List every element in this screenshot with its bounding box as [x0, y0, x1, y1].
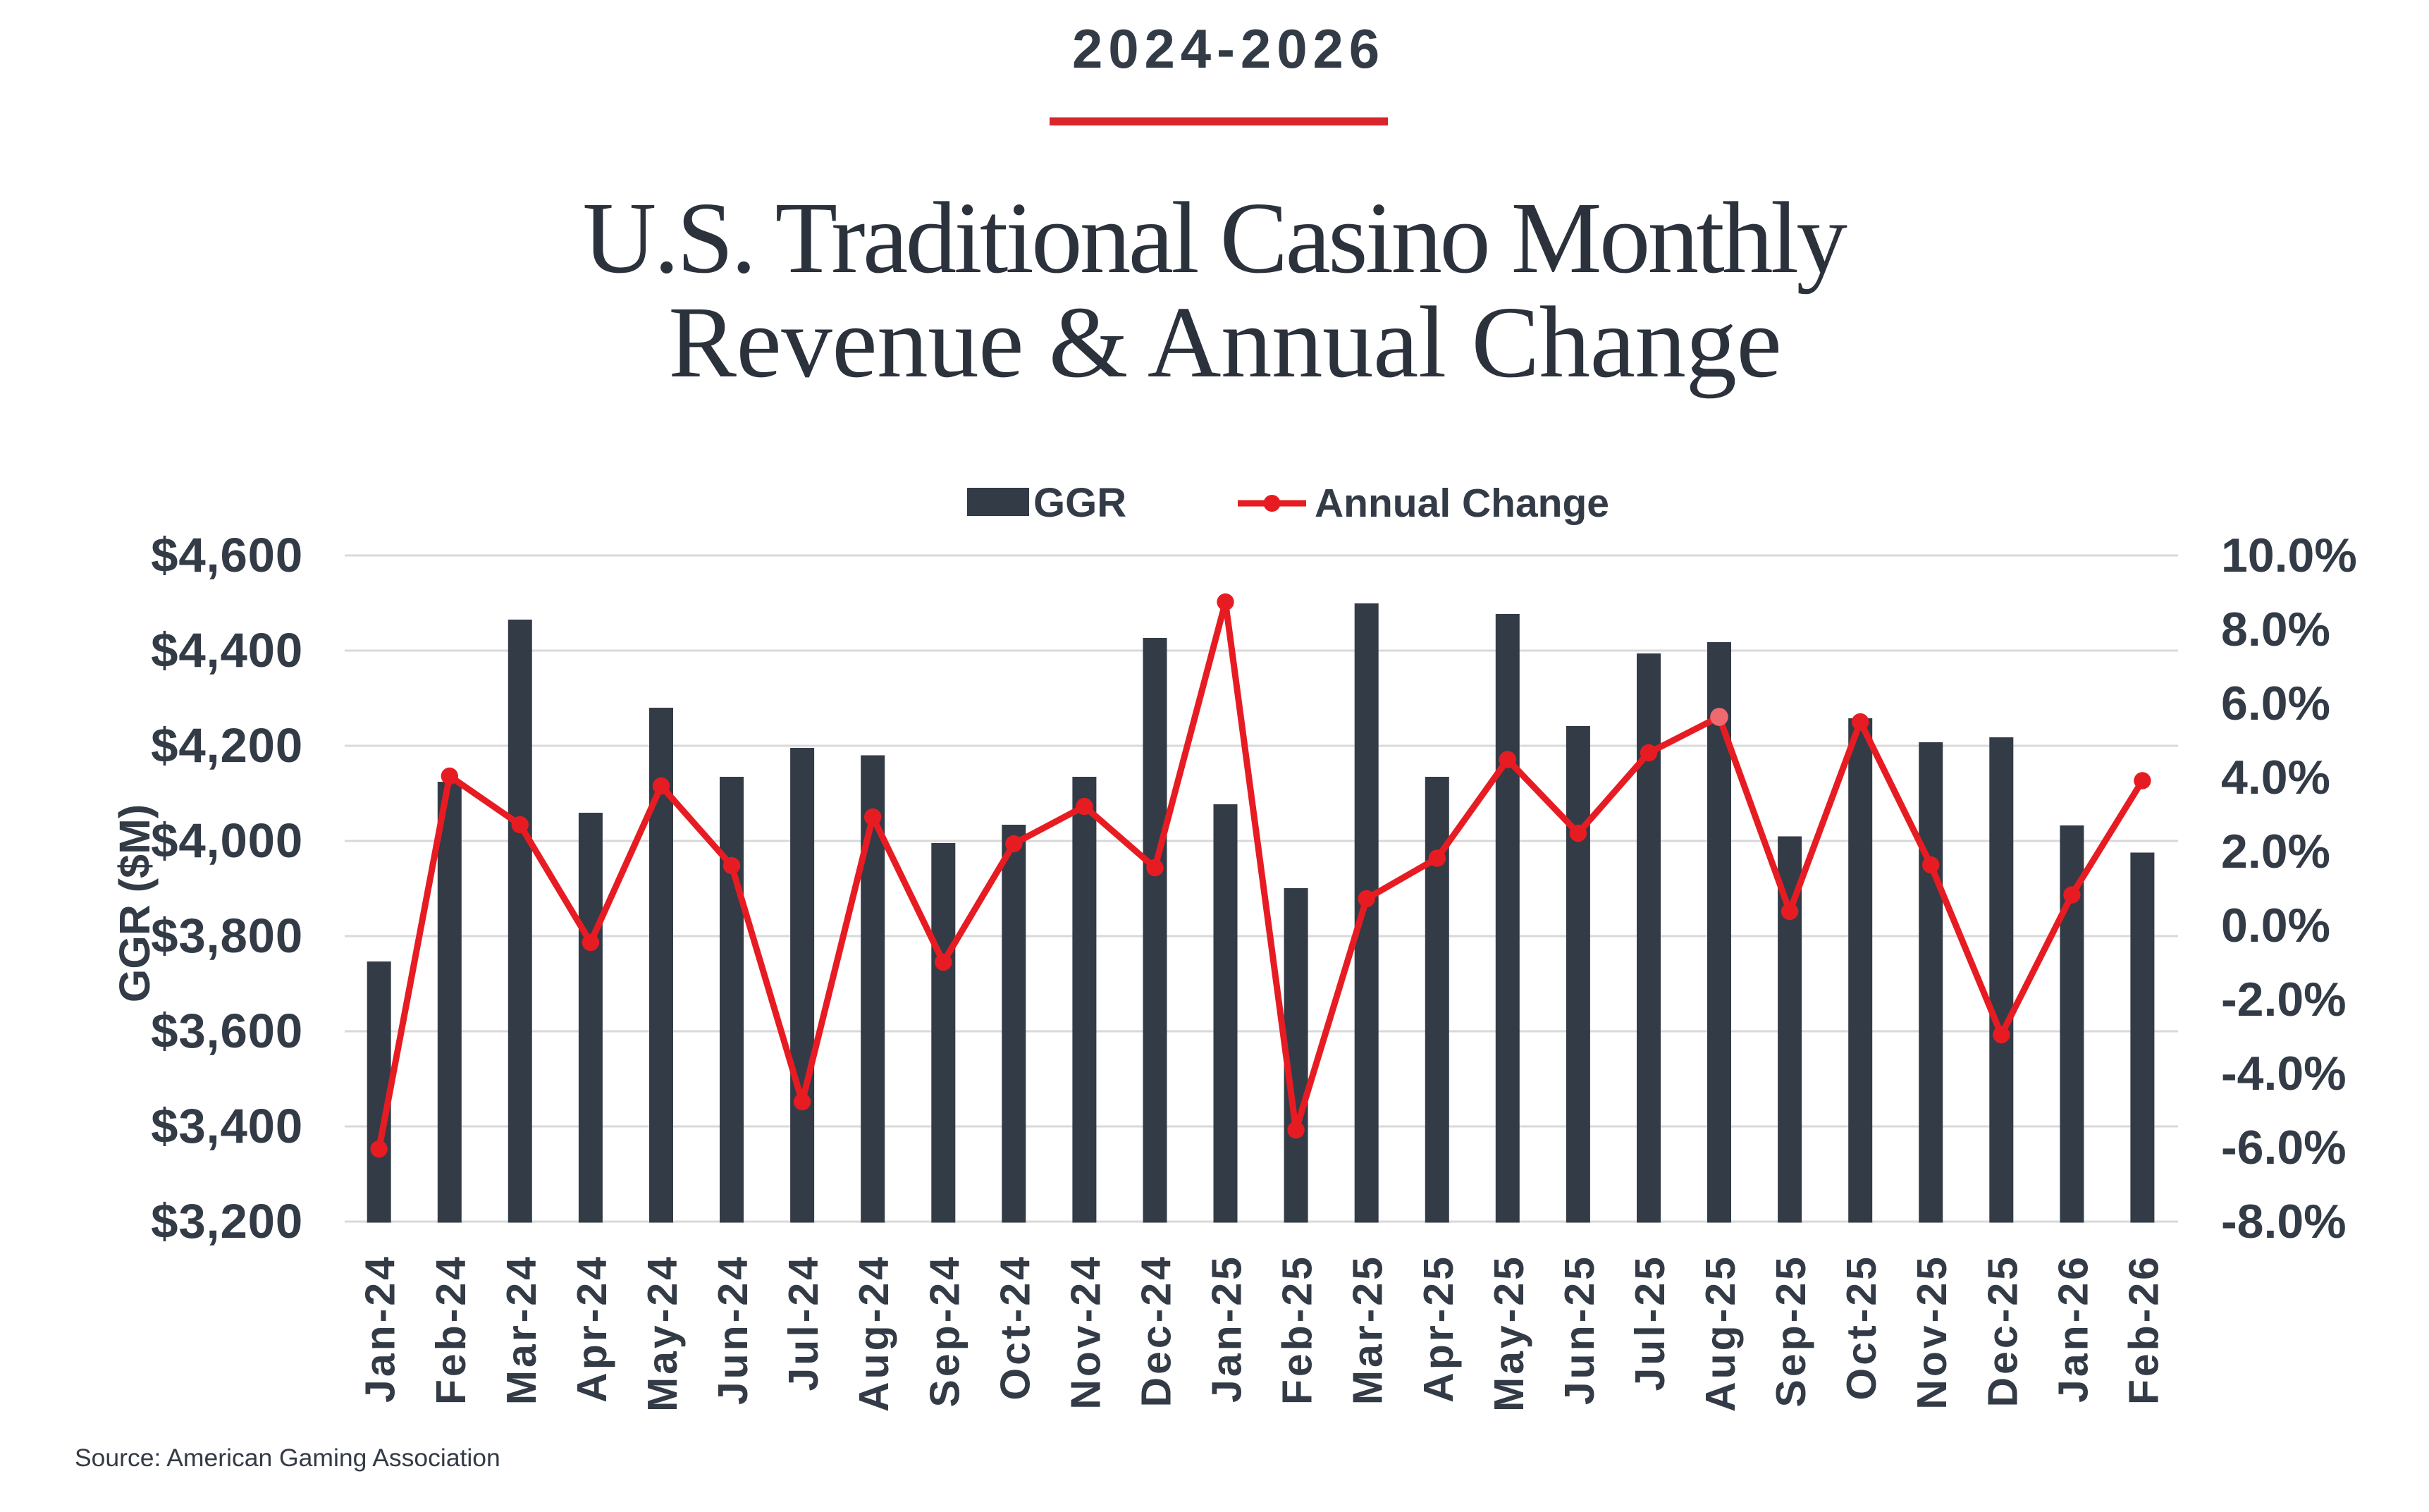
- svg-text:0.0%: 0.0%: [2221, 899, 2330, 952]
- svg-text:$4,200: $4,200: [151, 718, 303, 773]
- svg-text:Feb-26: Feb-26: [2120, 1254, 2167, 1405]
- svg-text:U.S. Traditional Casino Monthl: U.S. Traditional Casino Monthly: [583, 182, 1847, 295]
- svg-text:Annual Change: Annual Change: [1315, 481, 1609, 526]
- svg-text:$3,600: $3,600: [151, 1004, 303, 1058]
- svg-text:$4,400: $4,400: [151, 623, 303, 677]
- svg-text:Feb-24: Feb-24: [428, 1254, 474, 1405]
- svg-text:Mar-24: Mar-24: [498, 1254, 545, 1405]
- svg-text:$4,600: $4,600: [151, 528, 303, 582]
- svg-text:May-24: May-24: [639, 1254, 686, 1412]
- svg-text:Jun-25: Jun-25: [1556, 1254, 1603, 1405]
- svg-text:Revenue & Annual Change: Revenue & Annual Change: [668, 286, 1781, 399]
- svg-text:Dec-24: Dec-24: [1133, 1254, 1180, 1408]
- svg-text:-6.0%: -6.0%: [2221, 1121, 2347, 1174]
- svg-text:Sep-25: Sep-25: [1768, 1254, 1814, 1407]
- svg-text:Oct-24: Oct-24: [992, 1254, 1038, 1401]
- svg-text:Jan-26: Jan-26: [2050, 1254, 2096, 1403]
- svg-text:$4,000: $4,000: [151, 813, 303, 868]
- svg-text:2.0%: 2.0%: [2221, 825, 2330, 878]
- svg-text:$3,400: $3,400: [151, 1099, 303, 1153]
- svg-text:Sep-24: Sep-24: [921, 1254, 968, 1407]
- svg-text:4.0%: 4.0%: [2221, 751, 2330, 804]
- svg-text:-8.0%: -8.0%: [2221, 1195, 2347, 1248]
- svg-text:Apr-25: Apr-25: [1415, 1254, 1462, 1403]
- svg-text:Aug-24: Aug-24: [851, 1254, 897, 1412]
- svg-text:GGR ($M): GGR ($M): [111, 804, 159, 1002]
- svg-text:Jan-25: Jan-25: [1204, 1254, 1250, 1403]
- svg-text:Jan-24: Jan-24: [357, 1254, 404, 1403]
- svg-text:Source: American Gaming Associ: Source: American Gaming Association: [75, 1444, 500, 1472]
- svg-text:-2.0%: -2.0%: [2221, 973, 2347, 1026]
- svg-text:Nov-25: Nov-25: [1909, 1254, 1955, 1410]
- svg-text:Dec-25: Dec-25: [1979, 1254, 2026, 1408]
- svg-text:May-25: May-25: [1486, 1254, 1532, 1412]
- svg-text:Jul-25: Jul-25: [1627, 1254, 1673, 1391]
- svg-text:10.0%: 10.0%: [2221, 529, 2357, 582]
- svg-text:$3,800: $3,800: [151, 909, 303, 963]
- svg-text:Feb-25: Feb-25: [1274, 1254, 1321, 1405]
- svg-text:Nov-24: Nov-24: [1062, 1254, 1109, 1410]
- svg-text:Mar-25: Mar-25: [1345, 1254, 1391, 1405]
- svg-text:Oct-25: Oct-25: [1838, 1254, 1885, 1401]
- svg-text:Apr-24: Apr-24: [569, 1254, 615, 1403]
- svg-text:GGR: GGR: [1033, 480, 1126, 526]
- svg-text:Jul-24: Jul-24: [780, 1254, 827, 1391]
- svg-text:$3,200: $3,200: [151, 1194, 303, 1248]
- svg-text:Aug-25: Aug-25: [1697, 1254, 1744, 1412]
- svg-text:8.0%: 8.0%: [2221, 603, 2330, 656]
- svg-text:Jun-24: Jun-24: [710, 1254, 756, 1405]
- svg-text:6.0%: 6.0%: [2221, 677, 2330, 730]
- svg-text:2024-2026: 2024-2026: [1072, 18, 1385, 80]
- svg-text:-4.0%: -4.0%: [2221, 1047, 2347, 1100]
